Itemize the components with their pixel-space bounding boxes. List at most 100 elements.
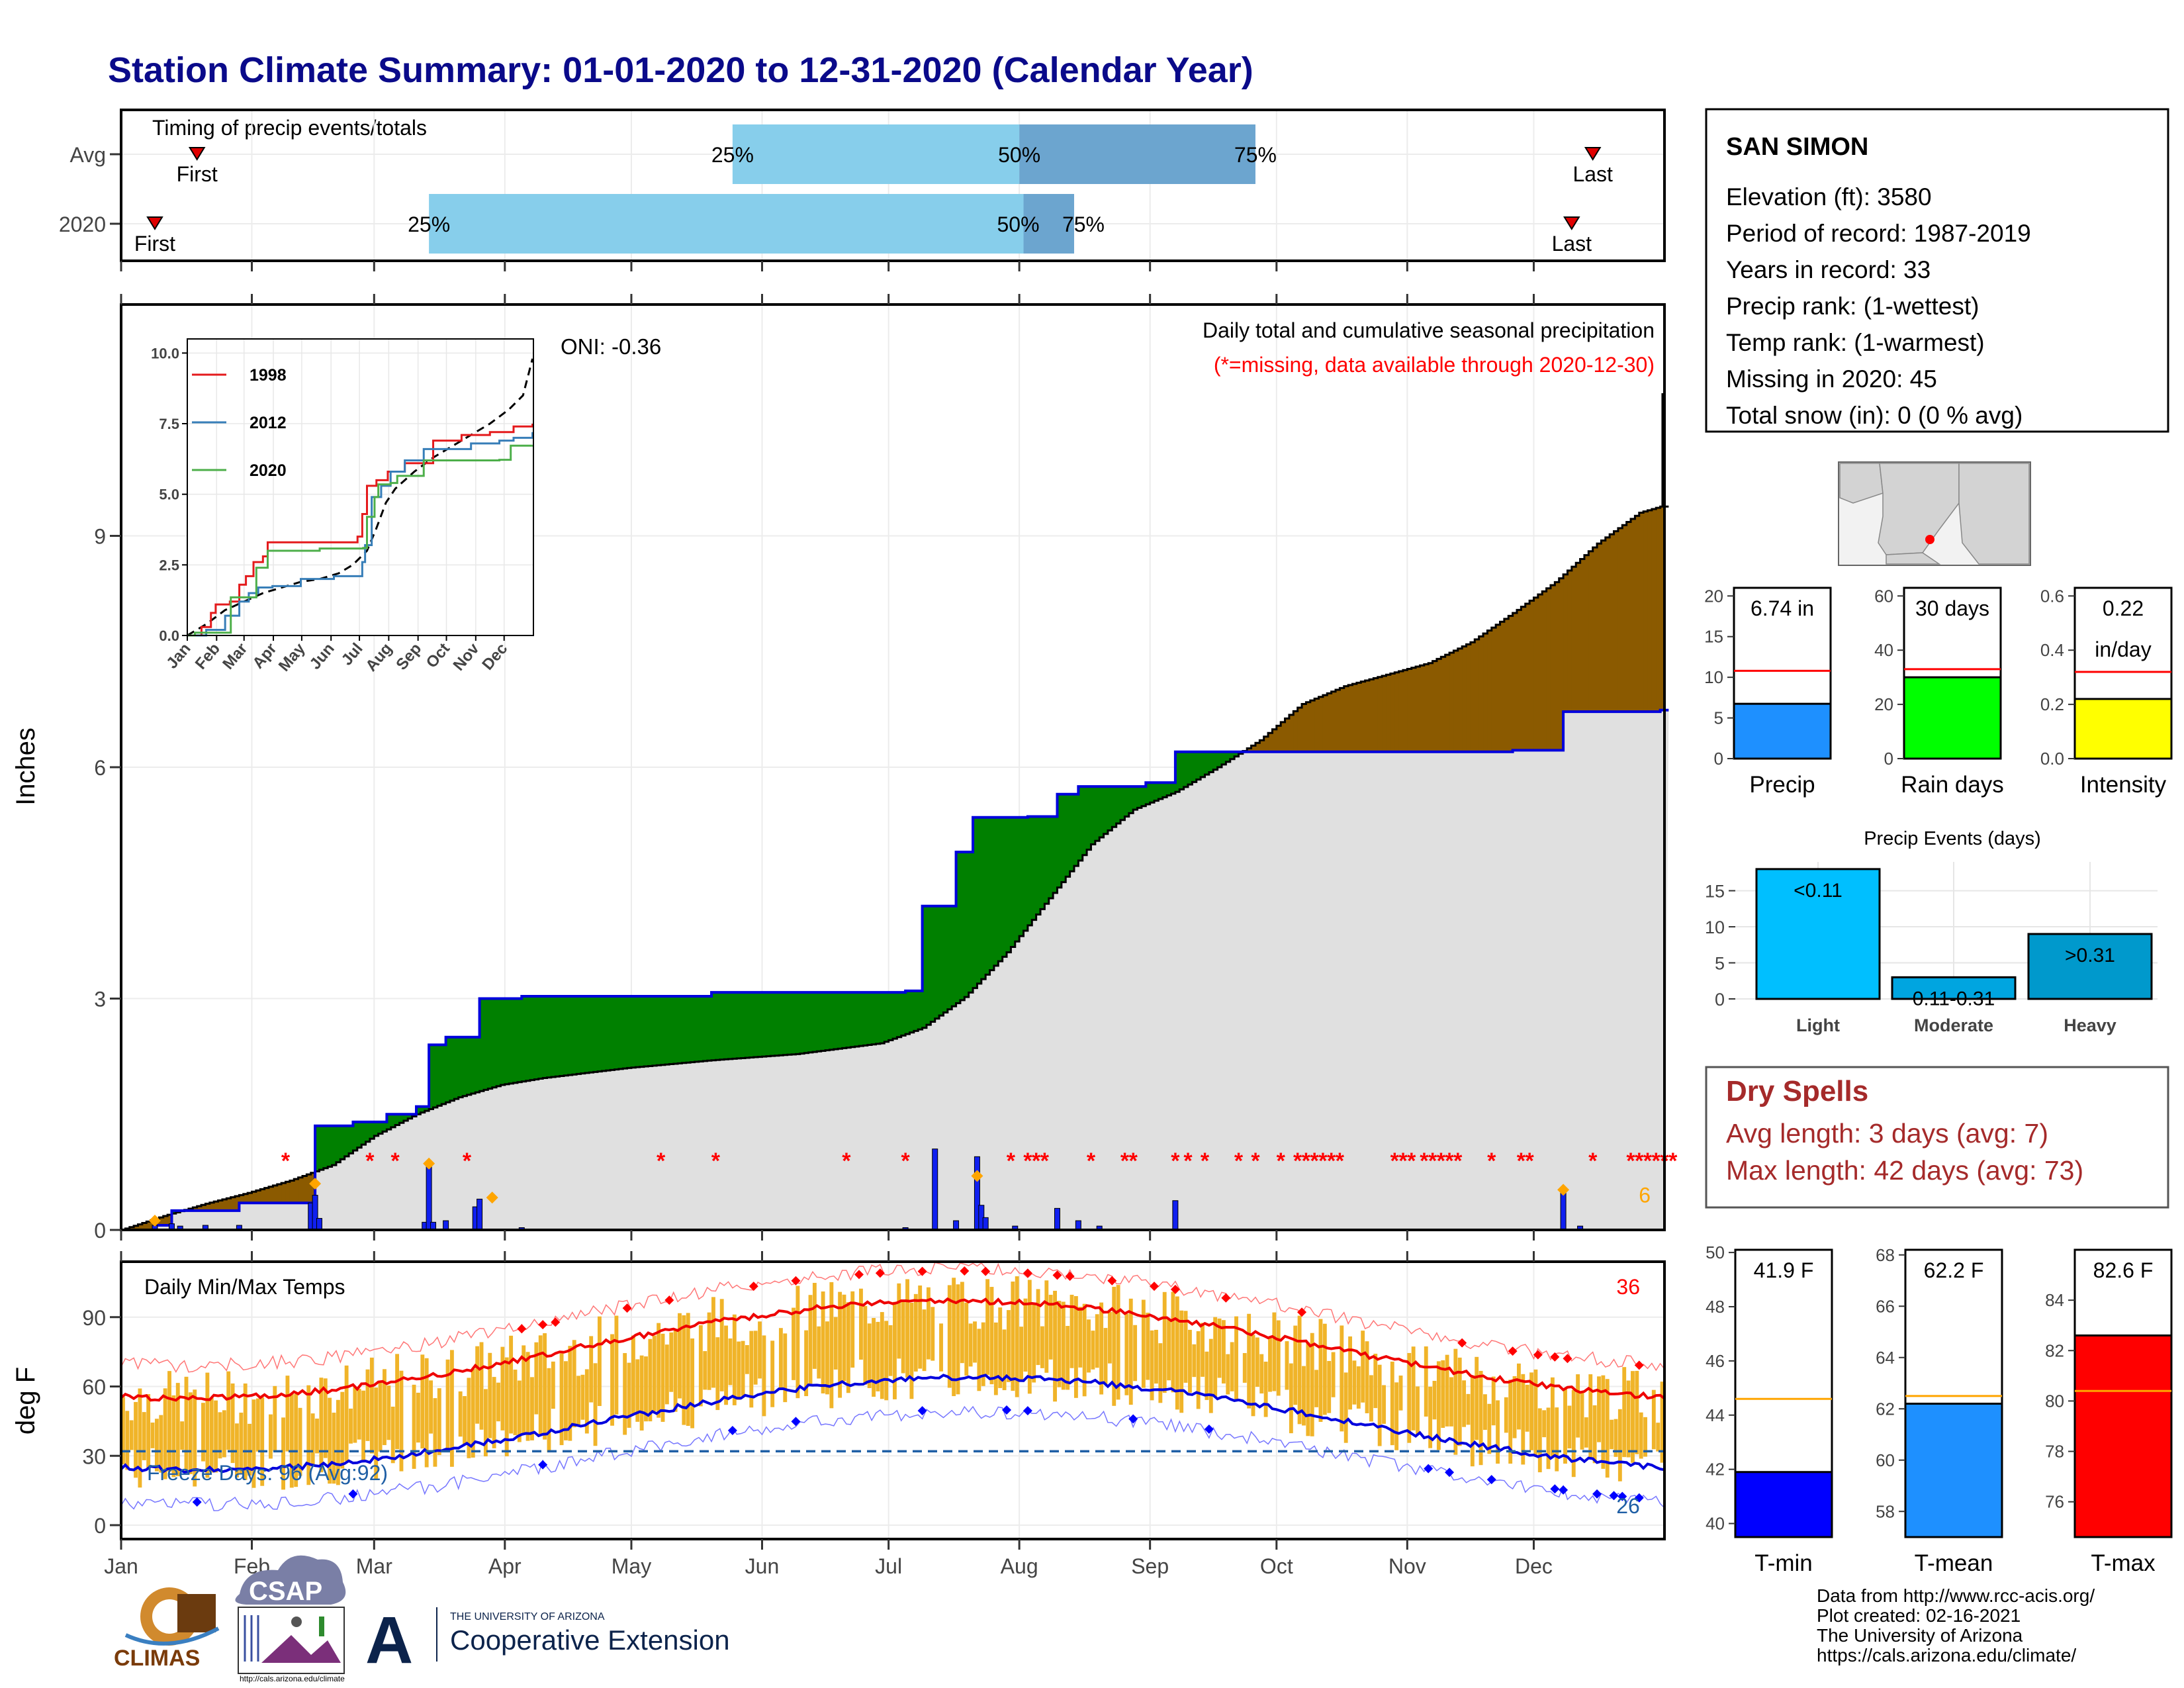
precip-above-avg-fill: [420, 1106, 426, 1113]
precip-above-avg-fill: [682, 996, 687, 1063]
temp-daily-bar: [703, 1351, 707, 1390]
inset-legend-label: 2020: [250, 461, 287, 480]
temp-daily-bar: [728, 1338, 733, 1385]
precip-above-avg-fill: [631, 996, 636, 1068]
precip-above-avg-fill: [500, 998, 506, 1085]
temp-daily-bar: [260, 1397, 265, 1486]
timing-first-marker: [188, 147, 206, 161]
mini-bar-name: Rain days: [1901, 772, 2004, 798]
temp-daily-bar: [1116, 1285, 1120, 1400]
temp-daily-bar: [1078, 1307, 1083, 1368]
precip-above-avg-fill: [555, 996, 561, 1077]
precip-below-avg-fill: [1394, 672, 1400, 752]
temp-daily-bar: [1614, 1419, 1618, 1457]
precip-missing-star: *: [1635, 1149, 1644, 1174]
temp-hot-marker: [1508, 1346, 1518, 1356]
month-label: Oct: [1260, 1554, 1293, 1578]
temp-daily-bar: [1449, 1377, 1453, 1427]
temp-cold-marker: [1634, 1493, 1644, 1503]
temp-cold-marker: [1002, 1405, 1012, 1415]
precip-above-avg-fill: [433, 1045, 438, 1107]
precip-above-avg-fill: [525, 996, 531, 1081]
timing-bar-50-75: [1019, 124, 1255, 184]
precip-above-avg-fill: [931, 906, 936, 1022]
precip-above-avg-fill: [1057, 794, 1062, 888]
precip-below-avg-fill: [1352, 684, 1357, 752]
precip-events-category: Moderate: [1914, 1015, 1993, 1035]
temp-daily-bar: [522, 1345, 526, 1435]
precip-below-avg-fill: [1592, 547, 1598, 712]
temp-daily-bar: [838, 1291, 842, 1398]
mini-bar-tick-label: 0.6: [2040, 586, 2064, 606]
temp-daily-bar: [1546, 1407, 1551, 1470]
temp-daily-bar: [918, 1285, 923, 1369]
temp-daily-bar: [737, 1341, 741, 1400]
temp-daily-bar: [1462, 1380, 1467, 1427]
temp-daily-bar: [564, 1361, 568, 1440]
precip-below-avg-fill: [197, 1206, 202, 1211]
mini-temp-value: 41.9 F: [1754, 1258, 1814, 1282]
temp-cold-marker: [1486, 1475, 1496, 1485]
precip-above-avg-fill: [635, 996, 641, 1068]
precip-above-avg-fill: [1007, 817, 1012, 953]
mini-bar-value: 0.22: [2103, 596, 2144, 620]
temp-daily-bar: [825, 1321, 829, 1395]
temp-daily-bar: [467, 1378, 471, 1458]
precip-above-avg-fill: [1069, 794, 1075, 872]
precip-below-avg-fill: [1340, 688, 1345, 752]
precip-above-avg-fill: [703, 996, 708, 1061]
precip-above-avg-fill: [1213, 751, 1218, 770]
temp-daily-bar: [1331, 1352, 1336, 1397]
temp-daily-bar: [1196, 1331, 1201, 1409]
temp-daily-bar: [1322, 1323, 1327, 1415]
precip-events-category: Heavy: [2064, 1015, 2116, 1035]
temp-hot-marker: [551, 1317, 561, 1327]
temp-daily-bar: [387, 1385, 391, 1440]
precip-above-avg-fill: [353, 1121, 358, 1151]
temp-daily-bar: [1356, 1366, 1361, 1409]
precip-above-avg-fill: [1087, 786, 1092, 850]
temp-daily-bar: [353, 1387, 357, 1443]
precip-above-avg-fill: [934, 906, 940, 1019]
precip-missing-star: *: [842, 1149, 851, 1174]
timing-last-marker: [1563, 216, 1580, 230]
precip-below-avg-fill: [1331, 691, 1336, 752]
temp-daily-bar: [344, 1365, 349, 1462]
month-label: Jun: [745, 1554, 780, 1578]
temp-daily-bar: [429, 1380, 433, 1434]
precip-missing-star: *: [1517, 1149, 1526, 1174]
timing-p75-label: 75%: [1234, 143, 1277, 167]
precip-above-avg-fill: [644, 996, 649, 1067]
temp-cold-marker: [538, 1460, 548, 1470]
precip-below-avg-fill: [1272, 729, 1277, 752]
temp-daily-bar: [893, 1301, 897, 1399]
temp-daily-bar: [458, 1391, 463, 1437]
temp-daily-bar: [1263, 1361, 1268, 1417]
precip-below-avg-fill: [306, 1174, 312, 1203]
timing-last-marker: [1584, 147, 1602, 161]
precip-below-avg-fill: [1297, 707, 1302, 752]
precip-above-avg-fill: [349, 1125, 354, 1154]
temp-daily-bar: [559, 1353, 564, 1446]
temp-daily-bar: [285, 1376, 290, 1452]
temp-daily-bar: [1580, 1391, 1584, 1450]
precip-below-avg-fill: [1453, 650, 1459, 752]
precip-events-tick-label: 0: [1715, 990, 1725, 1009]
precip-below-avg-fill: [1466, 644, 1471, 752]
precip-above-avg-fill: [429, 1045, 434, 1109]
precip-missing-star: *: [1487, 1149, 1496, 1174]
temp-daily-bar: [1272, 1312, 1277, 1391]
temp-daily-bar: [289, 1393, 294, 1488]
precip-below-avg-fill: [1610, 534, 1615, 712]
precip-daily-bar: [982, 1217, 989, 1231]
precip-below-avg-fill: [1314, 698, 1320, 752]
temp-record-min-line: [120, 1405, 1665, 1511]
temp-daily-bar: [711, 1297, 715, 1388]
precip-below-avg-fill: [1660, 506, 1665, 710]
precip-above-avg-fill: [968, 852, 974, 993]
temp-daily-bar: [1416, 1386, 1420, 1435]
temp-cold-marker: [1128, 1414, 1138, 1424]
temp-daily-bar: [496, 1382, 500, 1422]
precip-below-avg-fill: [159, 1217, 164, 1226]
precip-below-avg-fill: [239, 1195, 244, 1203]
